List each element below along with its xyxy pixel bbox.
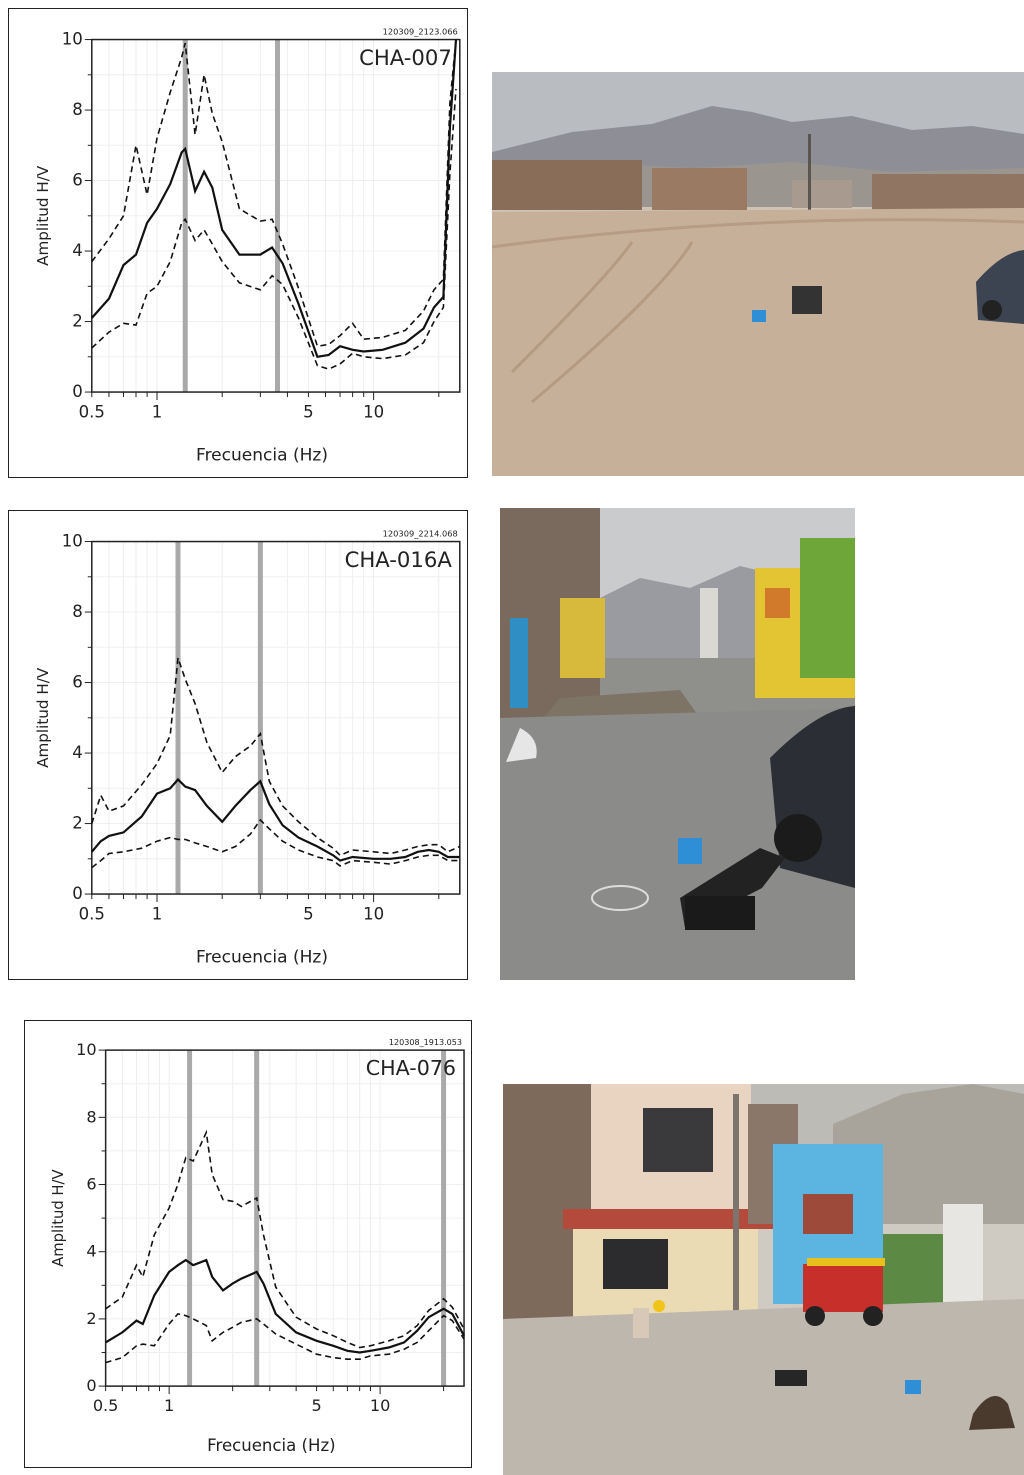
hv-std-line [105,1129,465,1349]
record-id: 120309_2214.068 [383,529,458,539]
y-tick-label: 2 [72,312,83,331]
x-tick-label: 0.5 [79,904,105,923]
record-id: 120309_2123.066 [383,27,458,37]
chart-panel-cha-007: 0 2 4 6 8 10 0.5 1 5 10 Frecuencia (Hz) Amplitud H/… [8,8,468,478]
y-tick-label: 0 [72,884,83,903]
y-tick-label: 8 [72,100,83,119]
x-axis-label: Frecuencia (Hz) [207,1436,335,1455]
hv-chart-cha-016a: 0 2 4 6 8 10 0.5 1 5 10 Frecuencia (Hz) Amplitud H/… [34,529,461,968]
x-tick-label: 0.5 [79,402,105,421]
y-tick-label: 10 [62,30,83,49]
y-tick-label: 6 [86,1175,96,1194]
y-tick-label: 4 [72,743,83,762]
x-tick-label: 5 [303,904,314,923]
station-label: CHA-007 [359,45,452,70]
y-tick-label: 2 [72,814,83,833]
hv-mean-line [90,39,458,359]
y-axis-label: Amplitud H/V [50,1169,67,1266]
y-tick-label: 6 [72,171,83,190]
chart-panel-cha-016a: 0 2 4 6 8 10 0.5 1 5 10 Frecuencia (Hz) Amplitud H/… [8,510,468,980]
y-tick-label: 4 [72,241,83,260]
x-tick-label: 5 [303,402,314,421]
y-tick-label: 6 [72,673,83,692]
x-axis-label: Frecuencia (Hz) [196,948,328,968]
hv-std-line [91,88,457,370]
y-tick-label: 8 [86,1107,96,1126]
site-photo-cha-007 [492,72,1024,476]
y-tick-label: 8 [72,602,83,621]
site-photo-cha-076 [503,1084,1024,1475]
record-id: 120308_1913.053 [389,1038,462,1047]
x-tick-label: 0.5 [93,1396,119,1415]
hv-std-line [91,818,460,869]
hv-std-line [91,39,457,348]
hv-std-line [91,657,461,857]
hv-chart-cha-007: 0 2 4 6 8 10 0.5 1 5 10 Frecuencia (Hz) Amplitud H/… [34,27,461,466]
x-tick-label: 1 [152,402,163,421]
y-tick-label: 10 [62,532,83,551]
x-tick-label: 1 [152,904,163,923]
x-tick-label: 10 [363,904,384,923]
y-tick-label: 10 [76,1040,97,1059]
chart-panel-cha-076: 0 2 4 6 8 10 0.5 1 5 10 Frecuencia (Hz) Amplitud H/… [24,1020,472,1468]
y-axis-label: Amplitud H/V [34,165,52,266]
station-label: CHA-016A [345,547,453,572]
hv-mean-line [105,1258,465,1354]
x-tick-label: 10 [363,402,384,421]
x-axis-label: Frecuencia (Hz) [196,446,328,466]
hv-std-line [105,1313,465,1364]
y-tick-label: 0 [72,382,83,401]
hv-mean-line [90,777,460,862]
y-tick-label: 4 [86,1242,96,1261]
x-tick-label: 5 [311,1396,321,1415]
hv-chart-cha-076: 0 2 4 6 8 10 0.5 1 5 10 Frecuencia (Hz) Amplitud H/… [50,1038,465,1455]
y-axis-label: Amplitud H/V [34,667,52,768]
station-label: CHA-076 [366,1056,456,1080]
x-tick-label: 10 [370,1396,391,1415]
y-tick-label: 2 [86,1309,96,1328]
x-tick-label: 1 [164,1396,174,1415]
site-photo-cha-016a [500,508,855,980]
y-tick-label: 0 [86,1376,96,1395]
